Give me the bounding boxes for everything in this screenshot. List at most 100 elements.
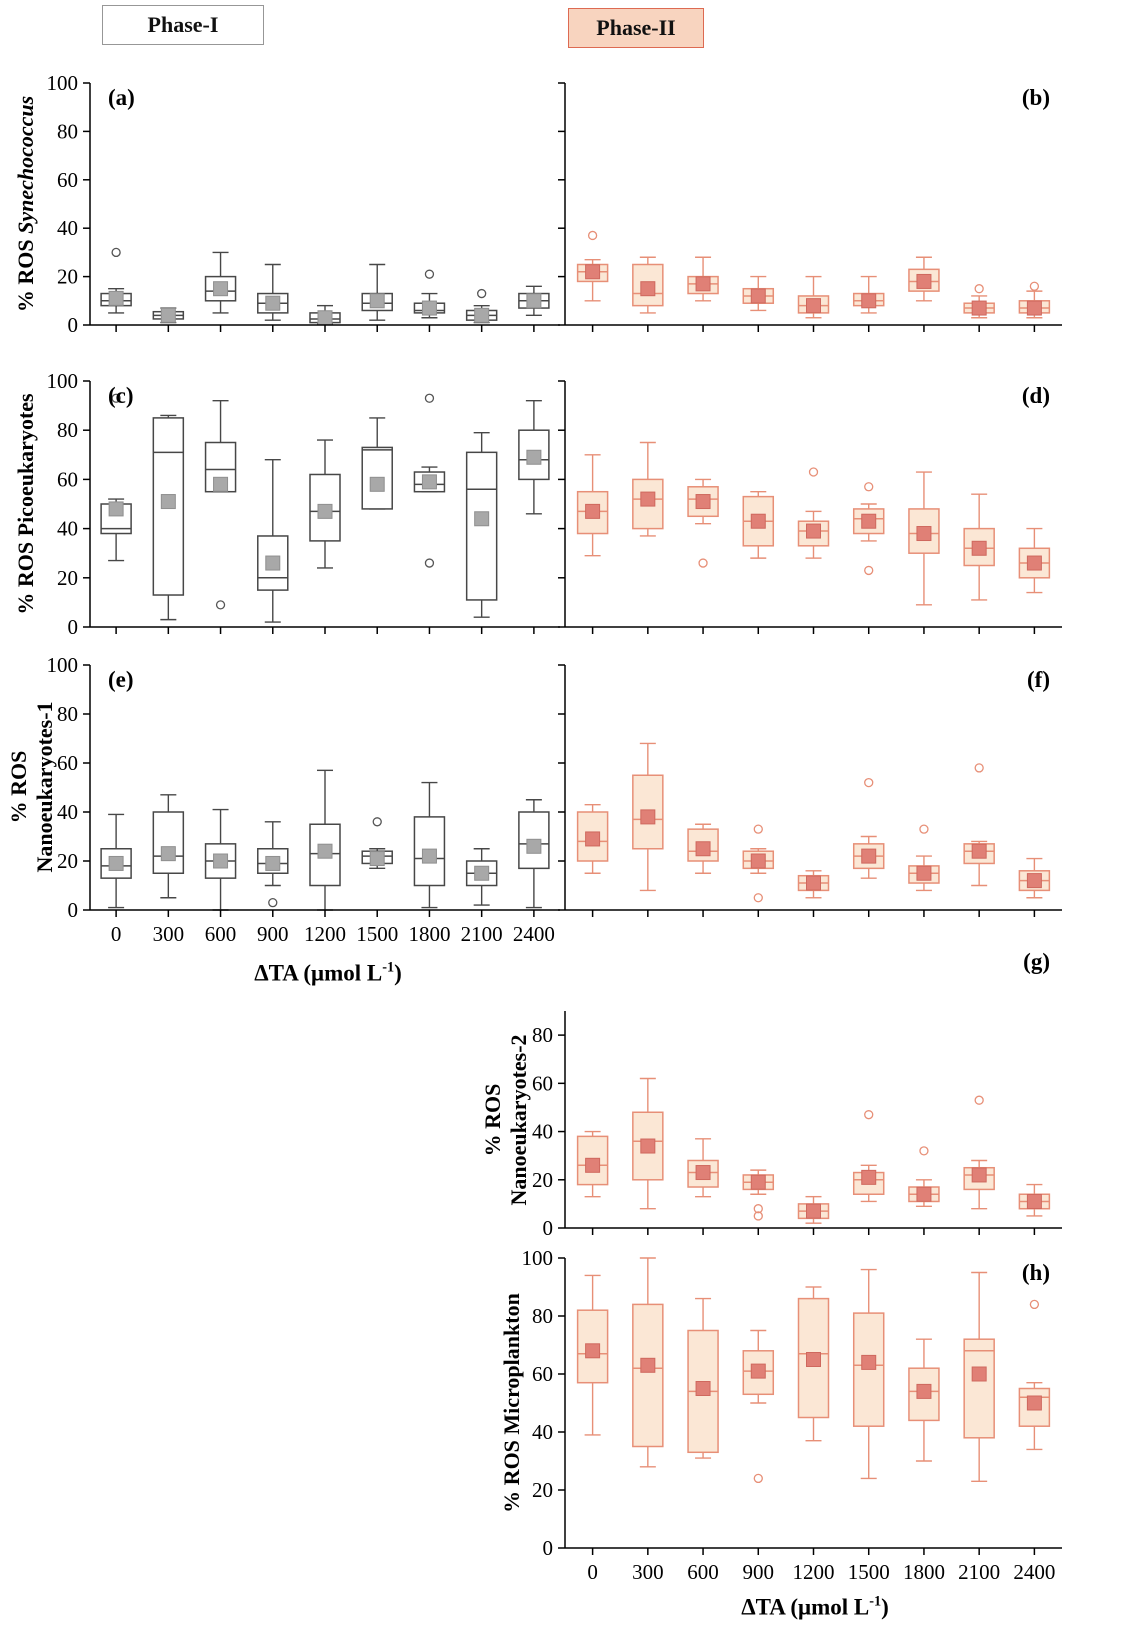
- mean-marker: [861, 848, 877, 864]
- y-tick-label: 0: [68, 313, 79, 337]
- iqr-box: [632, 1303, 664, 1448]
- box-e-1800: [413, 781, 446, 909]
- legend-phase2-label: Phase-II: [596, 15, 676, 40]
- outlier-point: [477, 288, 487, 299]
- mean-marker: [861, 1354, 877, 1370]
- mean-marker: [108, 501, 124, 517]
- mean-marker: [585, 1343, 601, 1359]
- outlier-point: [1029, 281, 1040, 291]
- mean-marker: [971, 1366, 987, 1382]
- y-tick-label: 60: [57, 168, 78, 192]
- box-e-0: [100, 813, 132, 909]
- box-h-600: [687, 1297, 719, 1459]
- box-c-2100: [465, 431, 498, 618]
- box-d-0: [576, 454, 609, 557]
- mean-marker: [806, 523, 821, 539]
- box-e-2400: [518, 799, 550, 909]
- legend-phase1: Phase-I: [102, 5, 264, 45]
- box-b-900: [742, 275, 775, 312]
- panel-b: (b): [558, 82, 1062, 332]
- box-a-0: [100, 247, 132, 314]
- ylabel-line1: % ROS: [480, 1083, 506, 1157]
- box-h-0: [576, 1274, 609, 1436]
- mean-marker: [971, 843, 987, 859]
- panel-d: (d): [558, 380, 1062, 634]
- box-d-2100: [963, 493, 995, 601]
- box-f-1500: [852, 777, 885, 879]
- x-tick-label: 300: [632, 1560, 664, 1584]
- outlier-point: [424, 269, 435, 279]
- outlier-point: [864, 482, 874, 492]
- mean-marker: [806, 1203, 821, 1219]
- panel-letter-e: (e): [108, 667, 134, 692]
- mean-marker: [213, 281, 229, 297]
- outlier-point: [974, 763, 984, 773]
- box-e-600: [204, 808, 237, 911]
- mean-marker: [369, 293, 385, 309]
- mean-marker: [750, 288, 766, 304]
- mean-marker: [640, 491, 656, 507]
- mean-marker: [474, 307, 490, 323]
- box-f-2100: [963, 763, 995, 887]
- y-tick-label: 80: [532, 1304, 553, 1328]
- y-tick-label: 0: [68, 615, 79, 639]
- outlier-point: [753, 1211, 763, 1221]
- box-d-1800: [908, 471, 940, 606]
- mean-marker: [526, 838, 542, 854]
- ylabel-line1: % ROS: [6, 750, 32, 824]
- box-c-1500: [361, 417, 393, 510]
- mean-marker: [160, 494, 176, 510]
- mean-marker: [916, 1186, 932, 1202]
- y-tick-label: 80: [57, 119, 78, 143]
- mean-marker: [585, 503, 601, 519]
- box-b-300: [632, 256, 664, 314]
- mean-marker: [640, 281, 656, 297]
- y-tick-label: 40: [57, 216, 78, 240]
- y-tick-label: 0: [68, 898, 79, 922]
- box-a-2100: [465, 288, 498, 324]
- x-tick-label: 2400: [1013, 1560, 1055, 1584]
- x-tick-label: 1800: [903, 1560, 945, 1584]
- mean-marker: [1026, 555, 1042, 571]
- mean-marker: [806, 1352, 821, 1367]
- xlabel-prefix: ΔTA (μmol L: [254, 960, 383, 986]
- x-tick-label: 600: [687, 1560, 719, 1584]
- outlier-point: [753, 893, 763, 903]
- box-b-600: [687, 256, 719, 302]
- box-a-600: [204, 251, 237, 314]
- ylabel-ros-microplankton: % ROS Microplankton: [499, 1293, 525, 1513]
- y-tick-label: 20: [532, 1478, 553, 1502]
- x-tick-label: 0: [111, 922, 122, 946]
- ylabel-part: % ROS Microplankton: [499, 1293, 525, 1513]
- outlier-point: [111, 247, 121, 258]
- mean-marker: [695, 1381, 711, 1396]
- outlier-point: [974, 284, 984, 294]
- iqr-box: [361, 446, 393, 510]
- x-tick-label: 600: [205, 922, 237, 946]
- outlier-point: [1029, 1299, 1040, 1310]
- y-tick-label: 40: [532, 1120, 553, 1144]
- box-a-300: [152, 307, 185, 324]
- box-c-300: [152, 414, 185, 621]
- y-tick-label: 40: [57, 517, 78, 541]
- mean-marker: [971, 300, 987, 316]
- ylabel-part: % ROS Picoeukaryotes: [13, 393, 39, 615]
- box-h-2100: [963, 1271, 995, 1483]
- ylabel-ros-nanoeukaryotes-2: % ROS Nanoeukaryotes-2: [480, 1034, 532, 1205]
- outlier-point: [753, 824, 763, 834]
- box-c-900: [257, 459, 289, 623]
- box-h-300: [632, 1257, 664, 1468]
- box-f-1800: [908, 824, 940, 892]
- y-tick-label: 40: [532, 1420, 553, 1444]
- panel-g: 0 20 40 60 80 (g): [532, 949, 1062, 1240]
- mean-marker: [585, 264, 601, 280]
- outlier-point: [919, 824, 929, 834]
- y-tick-label: 20: [57, 566, 78, 590]
- box-g-1500: [852, 1110, 885, 1203]
- xlabel-prefix: ΔTA (μmol L: [741, 1594, 870, 1620]
- x-tick-label: 300: [153, 922, 185, 946]
- outlier-point: [753, 1204, 763, 1214]
- box-e-1500: [361, 817, 393, 870]
- xlabel-delta-ta-left: ΔTA (μmol L-1): [254, 960, 402, 987]
